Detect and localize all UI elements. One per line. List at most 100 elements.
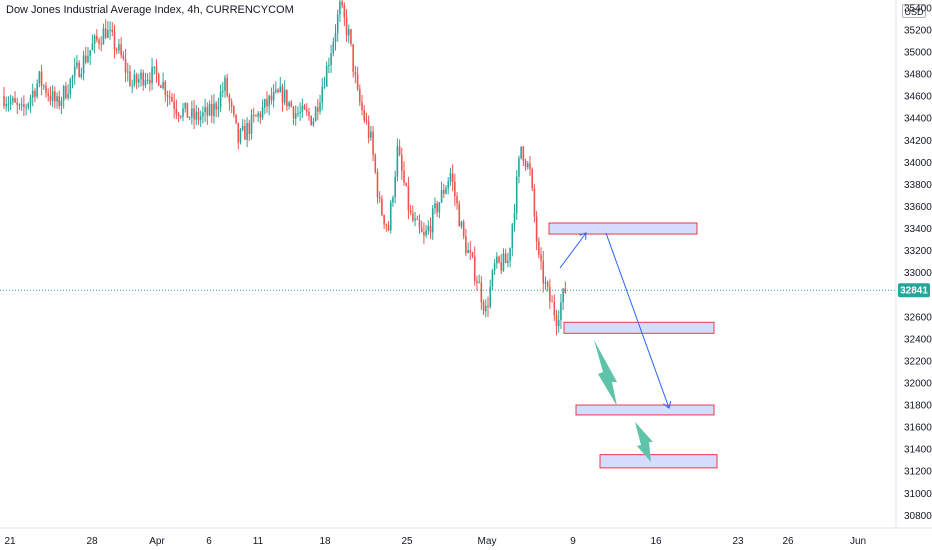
y-tick-label: 33800 <box>904 180 932 191</box>
candle <box>542 250 545 293</box>
candle <box>305 103 308 116</box>
candle <box>354 65 357 84</box>
candle <box>177 112 180 123</box>
candle <box>299 102 301 121</box>
candle <box>155 59 158 83</box>
candle <box>233 105 235 118</box>
candle <box>500 253 503 274</box>
candle <box>325 61 328 87</box>
candle <box>334 24 337 51</box>
candle <box>80 67 83 80</box>
candle <box>248 119 251 141</box>
candle <box>465 228 467 257</box>
candle <box>531 167 533 192</box>
candle <box>392 195 394 207</box>
thick-projection-arrow[interactable] <box>635 422 653 462</box>
candle <box>378 191 381 203</box>
candle <box>493 259 496 276</box>
candle <box>217 97 220 118</box>
candle <box>396 138 399 182</box>
candle <box>146 73 149 85</box>
candle <box>535 211 538 251</box>
candle <box>412 205 414 223</box>
candle <box>62 84 65 109</box>
candle <box>65 81 67 100</box>
candle <box>440 181 443 204</box>
x-tick-label: 26 <box>782 536 794 547</box>
candle <box>102 23 105 45</box>
candle <box>259 111 262 124</box>
candle <box>420 220 423 233</box>
candle <box>246 117 248 148</box>
candle <box>533 184 536 223</box>
candle <box>202 105 204 124</box>
y-tick-label: 32000 <box>904 378 932 389</box>
candle <box>96 29 98 43</box>
candle <box>405 182 408 187</box>
candle <box>69 77 72 99</box>
y-tick-label: 32200 <box>904 356 932 367</box>
candle <box>241 118 244 132</box>
candle <box>9 94 12 111</box>
candle <box>54 86 56 109</box>
projection-arrow[interactable] <box>559 233 586 269</box>
target-zone[interactable] <box>563 321 715 334</box>
candle <box>7 96 10 112</box>
x-tick-label: 16 <box>650 536 662 547</box>
candle <box>36 79 38 99</box>
candle <box>301 98 304 118</box>
candle <box>67 84 69 101</box>
candle <box>323 76 326 90</box>
y-tick-label: 35400 <box>904 3 932 14</box>
candle <box>553 294 556 321</box>
candle <box>40 64 43 96</box>
y-axis[interactable]: 30800 31000 31200 31400 31600 31800 32000 32200… <box>904 3 932 521</box>
x-tick-label: 21 <box>4 536 16 547</box>
candle <box>208 100 211 117</box>
currency-button[interactable]: USD <box>902 4 926 18</box>
candle <box>350 28 352 47</box>
candle <box>502 248 505 272</box>
projection-arrow[interactable] <box>605 232 669 408</box>
candle <box>115 47 118 55</box>
candle <box>257 111 259 123</box>
candle <box>76 55 78 70</box>
candle <box>370 125 372 141</box>
x-axis[interactable]: 21 28 Apr 6 11 18 25 May 9 16 23 26 Jun <box>4 536 866 547</box>
y-tick-label: 34600 <box>904 92 932 103</box>
candle <box>109 21 111 40</box>
y-tick-label: 34400 <box>904 114 932 125</box>
candle <box>275 81 277 94</box>
candle <box>277 88 279 94</box>
candle <box>126 62 129 82</box>
candle <box>409 204 412 216</box>
candle <box>224 75 226 98</box>
y-tick-label: 33600 <box>904 202 932 213</box>
candle <box>184 102 187 113</box>
candle <box>447 177 450 195</box>
candle <box>328 57 330 74</box>
candle <box>491 268 494 291</box>
target-zone[interactable] <box>575 404 715 416</box>
candle <box>45 82 47 98</box>
target-zone[interactable] <box>548 222 698 235</box>
candle <box>308 107 310 121</box>
candle <box>51 85 54 108</box>
candle <box>104 19 107 40</box>
candle <box>197 107 200 125</box>
candle <box>526 161 529 170</box>
candle <box>27 102 30 110</box>
candle <box>82 50 85 81</box>
candle <box>363 105 366 123</box>
candle <box>484 299 487 318</box>
candle <box>206 102 209 125</box>
thick-projection-arrow[interactable] <box>594 340 617 406</box>
candle <box>272 84 275 108</box>
candle <box>292 105 295 125</box>
y-tick-label: 31400 <box>904 445 932 456</box>
candle <box>544 276 547 290</box>
x-tick-label: Apr <box>149 536 165 547</box>
target-zone[interactable] <box>599 454 718 469</box>
candle <box>78 60 80 78</box>
